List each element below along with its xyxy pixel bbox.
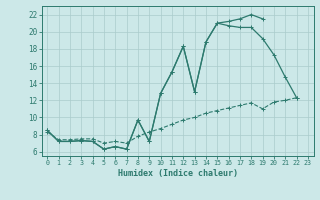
X-axis label: Humidex (Indice chaleur): Humidex (Indice chaleur)	[118, 169, 237, 178]
